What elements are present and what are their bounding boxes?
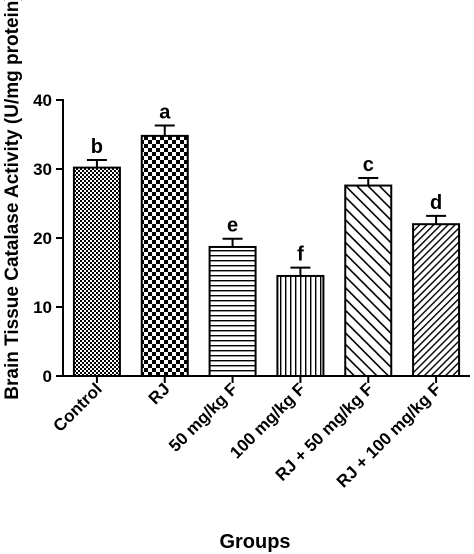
- bar: [276, 274, 325, 378]
- y-tick-label: 10: [33, 298, 52, 317]
- y-tick-label: 20: [33, 229, 52, 248]
- bars-group: b a e f c d: [72, 102, 461, 378]
- significance-letter: a: [159, 102, 171, 124]
- y-tick-label: 0: [43, 367, 52, 386]
- bar: [344, 184, 393, 377]
- bar: [412, 223, 461, 377]
- bar: [140, 134, 189, 377]
- y-axis-ticks: 0 10 20 30 40: [33, 91, 63, 386]
- x-tick-label: RJ: [145, 379, 174, 408]
- significance-letter: e: [227, 215, 238, 237]
- x-tick-label: Control: [50, 379, 106, 435]
- significance-letter: b: [91, 136, 103, 158]
- significance-letter: c: [363, 154, 374, 176]
- significance-letter: d: [430, 192, 442, 214]
- y-tick-label: 40: [33, 91, 52, 110]
- y-tick-label: 30: [33, 160, 52, 179]
- y-axis-label: Brain Tissue Catalase Activity (U/mg pro…: [2, 0, 23, 400]
- bar: [208, 245, 257, 377]
- x-axis-label: Groups: [219, 531, 290, 553]
- bar: [72, 166, 121, 377]
- significance-letter: f: [297, 244, 304, 266]
